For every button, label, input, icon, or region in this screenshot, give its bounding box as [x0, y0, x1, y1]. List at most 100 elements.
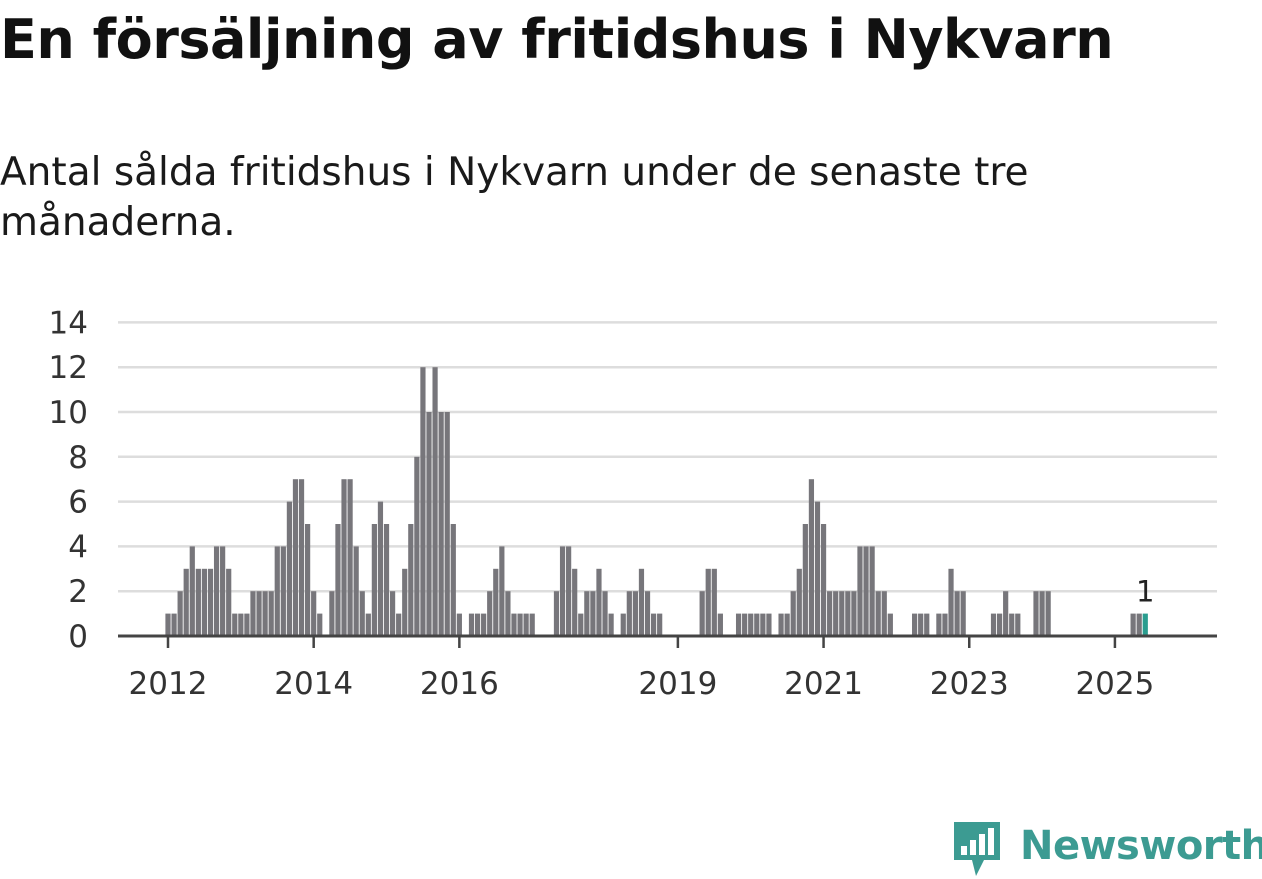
bar [699, 591, 705, 636]
bar [912, 613, 918, 636]
bar [171, 613, 177, 636]
bar [493, 568, 499, 636]
bar [887, 613, 893, 636]
bar [584, 591, 590, 636]
bar [626, 591, 632, 636]
bar [808, 479, 815, 636]
bar [711, 568, 717, 636]
bar [298, 479, 305, 636]
bar [450, 524, 456, 636]
bar [414, 456, 420, 636]
x-tick-label: 2021 [784, 666, 863, 702]
x-axis-ticks: 2012 2014 2016 2019 2021 2023 2025 [129, 636, 1154, 702]
bar [735, 613, 742, 636]
bar [833, 591, 839, 636]
bar [960, 591, 966, 636]
bar [827, 591, 833, 636]
bar [311, 591, 317, 636]
bar [213, 546, 220, 636]
bar [590, 591, 596, 636]
bar [796, 568, 802, 636]
bar [638, 568, 645, 636]
bar [444, 412, 450, 636]
bar-chart: 0 2 4 6 8 10 12 14 2012 2014 2016 2019 2021 2023 2025… [49, 305, 1217, 702]
bar [754, 613, 760, 636]
bar-series [165, 367, 1148, 636]
bar [220, 546, 226, 636]
bar [990, 613, 997, 636]
bar [250, 591, 256, 636]
x-tick-label: 2019 [638, 666, 717, 702]
bar [578, 613, 584, 636]
bar [396, 613, 402, 636]
bar [207, 568, 214, 636]
bar [851, 591, 857, 636]
chart-bubble-icon [954, 822, 1000, 876]
bar [602, 591, 608, 636]
bar [566, 546, 572, 636]
bar [183, 568, 189, 636]
bar [572, 568, 578, 636]
bar [226, 568, 232, 636]
bar [438, 412, 444, 636]
annotations: 1 [1136, 575, 1154, 609]
bar [1015, 613, 1021, 636]
bar [517, 613, 523, 636]
bar [244, 613, 250, 636]
bar [317, 613, 323, 636]
bar [778, 613, 784, 636]
bar [717, 613, 723, 636]
bar [918, 613, 924, 636]
bar [644, 591, 651, 636]
bar [620, 613, 626, 636]
bar [553, 591, 560, 636]
bar [383, 524, 390, 636]
bar [881, 591, 887, 636]
bar [875, 591, 881, 636]
bar [996, 613, 1003, 636]
bar [274, 546, 280, 636]
bar [389, 591, 396, 636]
y-tick-label: 14 [49, 305, 88, 341]
bar [329, 591, 335, 636]
bar [262, 591, 268, 636]
bar [353, 546, 359, 636]
chart-subtitle: Antal sålda fritidshus i Nykvarn under d… [0, 150, 1029, 245]
bar [365, 613, 371, 636]
bar [487, 591, 493, 636]
bar [481, 613, 487, 636]
bar [705, 568, 711, 636]
bar [280, 546, 286, 636]
bar [371, 524, 377, 636]
y-tick-label: 0 [68, 619, 88, 655]
bar [505, 591, 511, 636]
bar [377, 501, 384, 636]
bar [760, 613, 766, 636]
bar [201, 568, 208, 636]
y-tick-label: 2 [68, 574, 88, 610]
bar [784, 613, 790, 636]
bar [232, 613, 238, 636]
newsworthy-logo: Newsworthy [950, 818, 1262, 878]
bar [942, 613, 948, 636]
bar [347, 479, 353, 636]
bar [839, 591, 845, 636]
bar [857, 546, 863, 636]
bar [1045, 591, 1051, 636]
brand-name: Newsworthy [1020, 823, 1262, 869]
bar [474, 613, 481, 636]
bar [268, 591, 274, 636]
y-tick-label: 6 [68, 485, 88, 521]
bar [936, 613, 942, 636]
bar [748, 613, 754, 636]
bar [869, 546, 875, 636]
bar [292, 479, 299, 636]
bar [341, 479, 347, 636]
bar [286, 501, 292, 636]
x-tick-label: 2023 [930, 666, 1009, 702]
x-tick-label: 2025 [1075, 666, 1154, 702]
bar [195, 568, 201, 636]
highlight-value-label: 1 [1136, 575, 1154, 609]
bar [948, 568, 954, 636]
y-tick-label: 12 [49, 350, 88, 386]
